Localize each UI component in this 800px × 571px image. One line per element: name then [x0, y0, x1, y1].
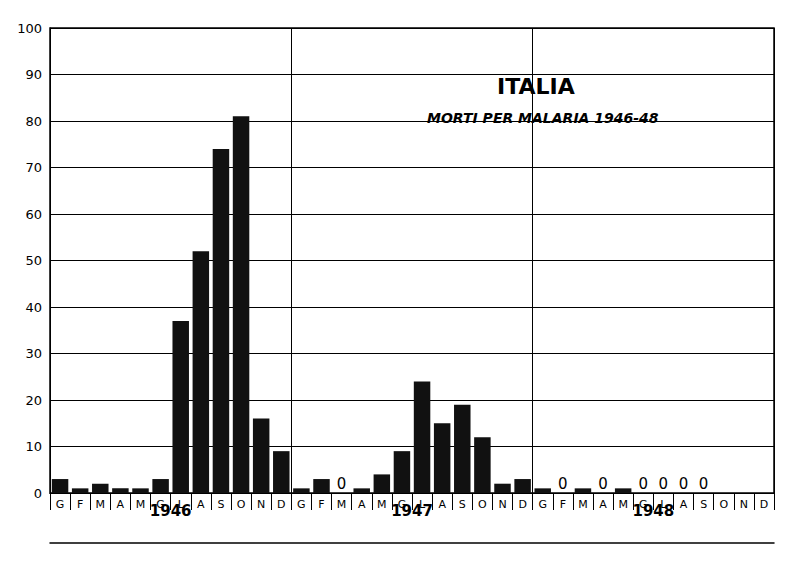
- svg-text:O: O: [237, 498, 246, 511]
- svg-text:0: 0: [699, 475, 709, 493]
- svg-text:D: D: [518, 498, 526, 511]
- svg-text:O: O: [719, 498, 728, 511]
- svg-text:M: M: [377, 498, 387, 511]
- svg-text:0: 0: [639, 475, 649, 493]
- svg-text:N: N: [257, 498, 265, 511]
- svg-text:D: D: [760, 498, 768, 511]
- svg-text:M: M: [337, 498, 347, 511]
- svg-text:1947: 1947: [391, 502, 433, 520]
- svg-text:M: M: [96, 498, 106, 511]
- svg-text:F: F: [318, 498, 324, 511]
- svg-text:N: N: [498, 498, 506, 511]
- svg-text:0: 0: [337, 475, 347, 493]
- svg-text:90: 90: [25, 67, 42, 82]
- svg-text:40: 40: [25, 300, 42, 315]
- svg-text:MORTI PER MALARIA 1946-48: MORTI PER MALARIA 1946-48: [427, 110, 659, 126]
- svg-text:0: 0: [598, 475, 608, 493]
- svg-text:M: M: [618, 498, 628, 511]
- svg-text:A: A: [197, 498, 205, 511]
- svg-text:G: G: [538, 498, 547, 511]
- svg-text:30: 30: [25, 346, 42, 361]
- svg-text:A: A: [680, 498, 688, 511]
- svg-text:20: 20: [25, 393, 42, 408]
- svg-text:F: F: [560, 498, 566, 511]
- svg-text:O: O: [478, 498, 487, 511]
- svg-text:0: 0: [558, 475, 568, 493]
- svg-text:A: A: [358, 498, 366, 511]
- svg-text:100: 100: [17, 21, 42, 36]
- svg-text:70: 70: [25, 160, 42, 175]
- svg-text:M: M: [136, 498, 146, 511]
- svg-text:M: M: [578, 498, 588, 511]
- svg-text:S: S: [459, 498, 466, 511]
- svg-text:S: S: [700, 498, 707, 511]
- svg-text:G: G: [297, 498, 306, 511]
- svg-text:G: G: [56, 498, 65, 511]
- svg-text:S: S: [217, 498, 224, 511]
- svg-text:A: A: [438, 498, 446, 511]
- svg-text:ITALIA: ITALIA: [497, 74, 575, 99]
- svg-text:0: 0: [679, 475, 689, 493]
- svg-text:1946: 1946: [150, 502, 192, 520]
- svg-text:A: A: [117, 498, 125, 511]
- svg-text:F: F: [77, 498, 83, 511]
- svg-text:A: A: [599, 498, 607, 511]
- svg-text:1948: 1948: [632, 502, 674, 520]
- svg-text:10: 10: [25, 439, 42, 454]
- svg-text:50: 50: [25, 253, 42, 268]
- svg-text:60: 60: [25, 207, 42, 222]
- svg-text:0: 0: [34, 486, 42, 501]
- svg-text:N: N: [740, 498, 748, 511]
- svg-text:80: 80: [25, 114, 42, 129]
- svg-text:D: D: [277, 498, 285, 511]
- svg-text:0: 0: [659, 475, 669, 493]
